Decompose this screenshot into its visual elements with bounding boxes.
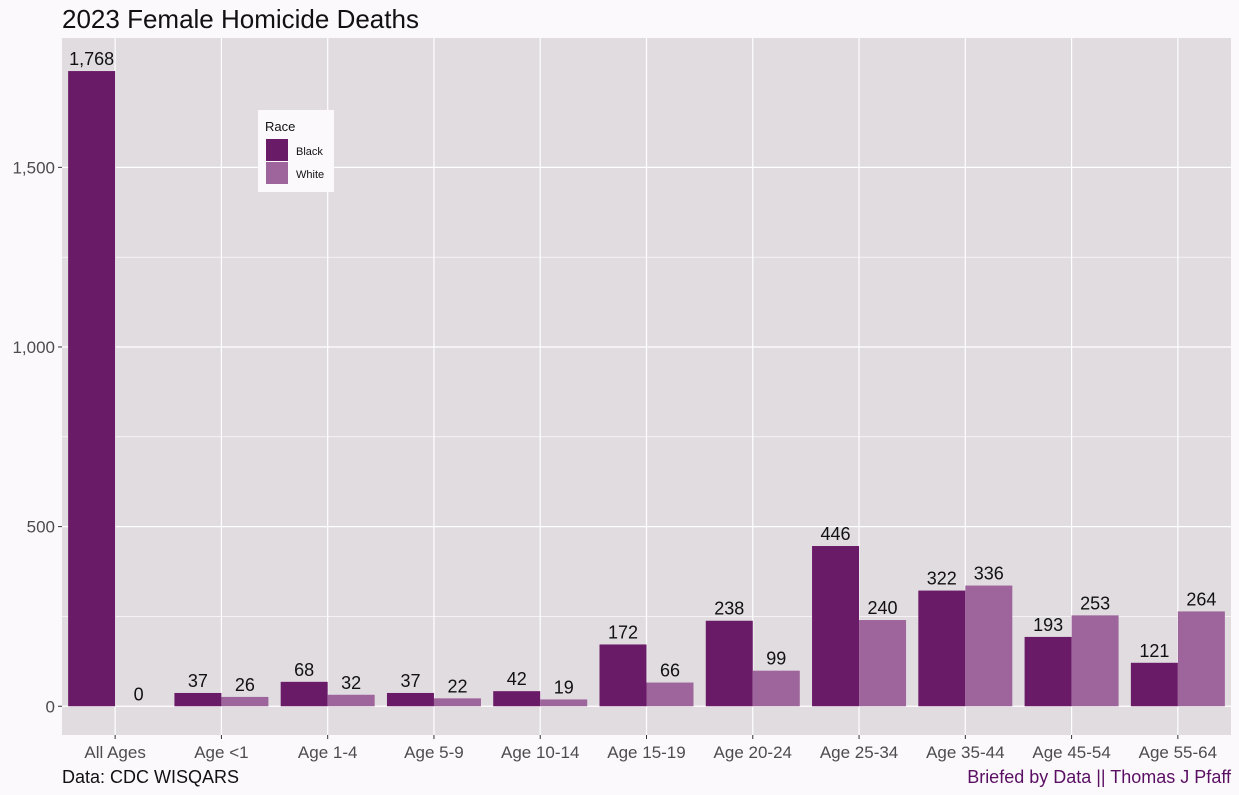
bar-white-age-55-64	[1177, 611, 1225, 707]
data-label: 37	[400, 671, 420, 691]
bar-white-age-5-9	[433, 698, 481, 707]
bar-black-age-55-64	[1130, 662, 1178, 707]
bar-black-all-ages	[68, 71, 116, 707]
bar-black-age-15-19	[599, 644, 647, 707]
legend-title: Race	[265, 119, 296, 134]
data-label: 264	[1186, 589, 1216, 609]
data-label: 172	[608, 622, 638, 642]
x-tick-label: Age 5-9	[404, 743, 464, 762]
data-label: 26	[235, 675, 255, 695]
data-label: 68	[294, 660, 314, 680]
data-label: 193	[1033, 615, 1063, 635]
bar-white-age-1	[221, 696, 269, 707]
x-tick-label: Age 10-14	[501, 743, 579, 762]
bar-white-age-15-19	[646, 682, 694, 707]
x-tick-label: Age 25-34	[820, 743, 898, 762]
bar-black-age-45-54	[1024, 636, 1072, 707]
legend-key-white	[266, 162, 288, 184]
data-label: 446	[821, 524, 851, 544]
data-label: 42	[507, 669, 527, 689]
x-tick-label: Age 15-19	[607, 743, 685, 762]
data-label: 240	[868, 598, 898, 618]
x-tick-label: Age 1-4	[298, 743, 358, 762]
y-tick-label: 1,500	[12, 158, 55, 177]
bar-black-age-1	[174, 692, 222, 707]
data-label: 322	[927, 569, 957, 589]
y-tick-label: 0	[46, 697, 55, 716]
bar-black-age-5-9	[386, 692, 434, 707]
legend: Race Black White	[258, 110, 334, 192]
data-label: 37	[188, 671, 208, 691]
data-label: 1,768	[69, 49, 114, 69]
y-tick-label: 1,000	[12, 338, 55, 357]
bar-black-age-35-44	[918, 590, 966, 707]
y-tick-label: 500	[27, 518, 55, 537]
data-label: 238	[714, 599, 744, 619]
data-label: 99	[766, 649, 786, 669]
data-label: 336	[974, 564, 1004, 584]
data-label: 22	[447, 676, 467, 696]
x-tick-label: Age 35-44	[926, 743, 1004, 762]
bar-white-age-45-54	[1071, 615, 1119, 707]
bar-black-age-25-34	[812, 546, 860, 707]
bar-white-age-10-14	[540, 699, 588, 707]
bar-white-age-25-34	[859, 620, 907, 707]
bar-black-age-20-24	[705, 620, 753, 707]
caption-source: Data: CDC WISQARS	[62, 767, 240, 787]
x-tick-label: All Ages	[84, 743, 145, 762]
bar-white-age-20-24	[752, 670, 800, 707]
legend-key-black	[266, 139, 288, 161]
x-tick-label: Age 45-54	[1032, 743, 1110, 762]
legend-label-black: Black	[296, 146, 323, 158]
bar-black-age-10-14	[493, 691, 541, 707]
data-label: 0	[134, 684, 144, 704]
data-label: 66	[660, 661, 680, 681]
bar-white-age-35-44	[965, 585, 1013, 707]
data-label: 19	[554, 677, 574, 697]
caption-credit: Briefed by Data || Thomas J Pfaff	[967, 767, 1231, 787]
data-label: 253	[1080, 593, 1110, 613]
bar-black-age-1-4	[280, 681, 328, 707]
data-label: 32	[341, 673, 361, 693]
data-label: 121	[1139, 641, 1169, 661]
legend-label-white: White	[296, 169, 325, 181]
x-tick-label: Age 20-24	[714, 743, 792, 762]
x-tick-label: Age 55-64	[1139, 743, 1217, 762]
chart-title: 2023 Female Homicide Deaths	[62, 4, 419, 34]
x-tick-label: Age <1	[194, 743, 248, 762]
bar-white-age-1-4	[327, 694, 375, 707]
